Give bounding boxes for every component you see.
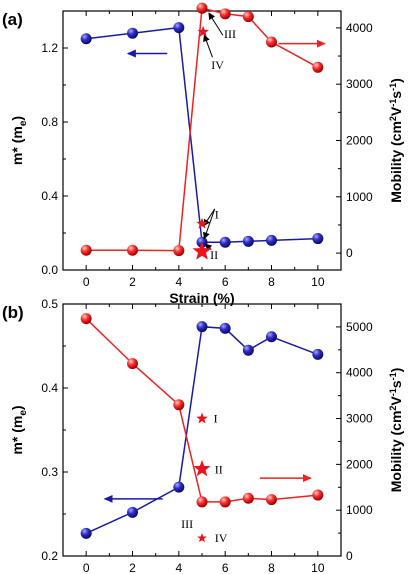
plot-frame bbox=[62, 10, 342, 271]
data-point-blue bbox=[80, 33, 92, 45]
data-point-red bbox=[219, 8, 231, 20]
panel-b: 0 2 4 6 8 10 0.2 0.3 0.4 0.5 0 1000 2000 3000 4000 5000… bbox=[2, 297, 404, 574]
data-point-blue bbox=[242, 344, 254, 356]
x-axis-title: Strain (%) bbox=[169, 290, 234, 306]
pointer-arrow bbox=[203, 34, 213, 58]
annotation-label: III bbox=[224, 27, 236, 41]
data-point-red bbox=[173, 245, 185, 257]
data-point-red bbox=[196, 496, 208, 508]
star-marker bbox=[192, 241, 212, 260]
annotation-label: I bbox=[215, 208, 219, 222]
x-tick-label: 10 bbox=[311, 275, 325, 289]
data-point-blue bbox=[80, 527, 92, 539]
annotation-label: IV bbox=[211, 58, 224, 72]
x-tick-label: 6 bbox=[222, 275, 229, 289]
data-point-blue bbox=[266, 331, 277, 343]
data-point-blue bbox=[312, 348, 324, 360]
x-tick-label: 8 bbox=[268, 275, 275, 289]
data-point-blue bbox=[127, 27, 138, 39]
data-point-red bbox=[312, 61, 324, 73]
y-left-tick-label: 1.2 bbox=[41, 41, 58, 55]
panel-a: 0 2 4 6 8 10 0.0 0.4 0.8 1.2 0 1000 2000 3000 4000 Stra… bbox=[2, 2, 404, 306]
x-tick-label: 10 bbox=[311, 561, 325, 574]
y-left-tick-label: 0.8 bbox=[41, 115, 58, 129]
y-right-tick-label: 2000 bbox=[346, 457, 373, 471]
data-point-blue bbox=[127, 506, 138, 518]
y-right-tick-label: 1000 bbox=[346, 190, 373, 204]
data-point-blue bbox=[173, 481, 185, 493]
data-point-red bbox=[312, 489, 324, 501]
data-point-blue bbox=[266, 234, 277, 246]
series-line-blue bbox=[86, 26, 318, 244]
data-point-blue bbox=[196, 321, 208, 333]
x-tick-label: 2 bbox=[129, 275, 136, 289]
y-left-tick-label: 0.4 bbox=[41, 189, 58, 203]
x-tick-label: 0 bbox=[83, 275, 90, 289]
x-tick-label: 0 bbox=[83, 561, 90, 574]
series-line-red bbox=[85, 318, 318, 503]
y-left-tick-label: 0.0 bbox=[41, 263, 58, 277]
y-right-axis-title: Mobility (cm2V-1s-1) bbox=[388, 368, 404, 493]
annotation-label: III bbox=[181, 517, 193, 531]
y-right-tick-label: 5000 bbox=[346, 320, 373, 334]
data-point-blue bbox=[219, 236, 231, 248]
data-point-blue bbox=[242, 235, 254, 247]
x-tick-label: 2 bbox=[129, 561, 136, 574]
y-left-axis-title: m* (me) bbox=[9, 405, 29, 454]
data-point-red bbox=[266, 494, 277, 506]
data-point-red bbox=[219, 496, 231, 508]
data-point-red bbox=[80, 313, 92, 325]
data-point-red bbox=[127, 244, 138, 256]
annotation-label: I bbox=[214, 412, 218, 426]
plot-frame bbox=[62, 303, 342, 557]
star-marker bbox=[196, 217, 208, 229]
y-right-tick-label: 4000 bbox=[346, 21, 373, 35]
data-point-blue bbox=[219, 322, 231, 334]
data-point-red bbox=[173, 399, 185, 411]
y-right-tick-label: 1000 bbox=[346, 503, 373, 517]
y-right-tick-label: 2000 bbox=[346, 134, 373, 148]
y-left-tick-label: 0.4 bbox=[41, 381, 58, 395]
annotation-label: II bbox=[215, 462, 223, 476]
annotation-label: IV bbox=[215, 531, 228, 545]
data-point-red bbox=[242, 492, 254, 504]
y-right-tick-label: 0 bbox=[346, 246, 353, 260]
star-marker bbox=[193, 459, 211, 477]
y-right-tick-label: 0 bbox=[346, 549, 353, 563]
y-right-tick-label: 3000 bbox=[346, 77, 373, 91]
data-point-blue bbox=[173, 22, 185, 34]
data-point-red bbox=[266, 36, 277, 48]
panel-label: (b) bbox=[2, 303, 24, 322]
data-point-red bbox=[80, 244, 92, 256]
y-right-tick-label: 3000 bbox=[346, 412, 373, 426]
y-left-tick-label: 0.3 bbox=[41, 465, 58, 479]
y-right-tick-label: 4000 bbox=[346, 366, 373, 380]
series-line-red bbox=[86, 7, 319, 252]
x-tick-label: 6 bbox=[222, 561, 229, 574]
x-tick-label: 4 bbox=[175, 275, 182, 289]
y-right-axis-title: Mobility (cm2V-1s-1) bbox=[388, 78, 404, 203]
annotation-label: II bbox=[210, 248, 218, 262]
data-point-red bbox=[196, 2, 208, 14]
x-tick-label: 4 bbox=[175, 561, 182, 574]
y-left-axis-title: m* (me) bbox=[9, 116, 29, 165]
x-tick-label: 8 bbox=[268, 561, 275, 574]
data-point-red bbox=[127, 358, 138, 370]
y-left-tick-label: 0.5 bbox=[41, 297, 58, 311]
star-marker bbox=[196, 412, 208, 424]
data-point-blue bbox=[312, 233, 324, 245]
star-marker bbox=[197, 25, 209, 37]
panel-label: (a) bbox=[2, 10, 23, 29]
y-left-tick-label: 0.2 bbox=[41, 549, 58, 563]
pointer-arrow bbox=[203, 208, 216, 240]
data-point-red bbox=[242, 11, 254, 23]
pointer-arrow bbox=[208, 12, 224, 36]
star-marker bbox=[197, 533, 207, 543]
